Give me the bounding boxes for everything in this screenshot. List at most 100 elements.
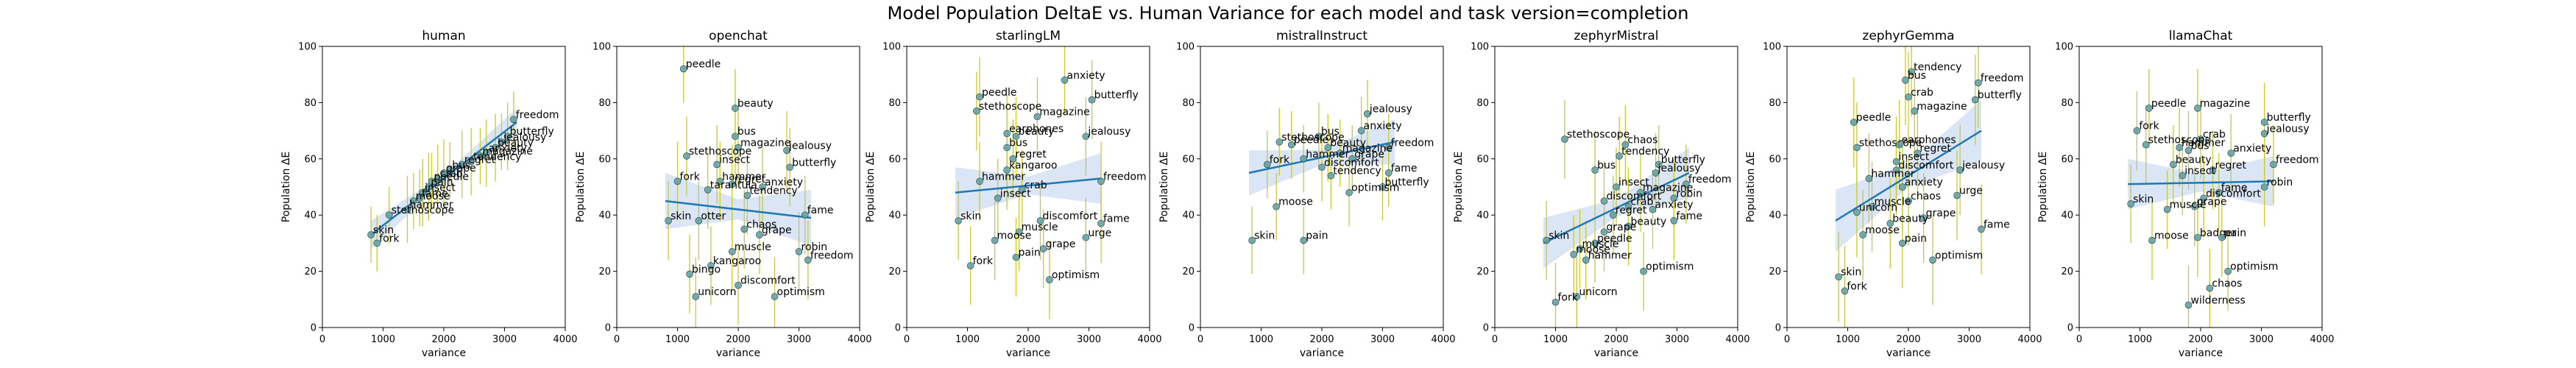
point-label: chaos [746, 219, 776, 230]
point-label: anxiety [489, 143, 527, 155]
y-tick-label: 100 [298, 42, 316, 53]
data-point-moose [1859, 231, 1866, 238]
point-label: moose [1278, 197, 1313, 208]
data-point-fork [1841, 287, 1849, 295]
point-label: pain [2224, 227, 2246, 239]
data-point-anxiety [1357, 127, 1365, 135]
x-axis-label: variance [1594, 347, 1638, 359]
x-tick-label: 2000 [1016, 334, 1040, 345]
data-point-moose [1570, 250, 1578, 258]
point-label: moose [1865, 224, 1900, 236]
point-label: magazine [1342, 143, 1393, 155]
point-label: bingo [692, 263, 721, 275]
data-point-fork [1551, 298, 1560, 306]
data-point-grape [440, 169, 447, 177]
point-label: fork [1847, 280, 1867, 292]
data-point-tendency [743, 191, 751, 199]
panel-title: zephyrMistral [1574, 29, 1658, 43]
data-point-crab [1018, 186, 1026, 194]
data-point-beauty [732, 105, 739, 112]
point-label: anxiety [765, 177, 803, 188]
y-axis-label: Population ΔE [1745, 152, 1757, 222]
data-point-stethoscope [683, 152, 690, 160]
x-tick-label: 0 [2076, 334, 2082, 345]
data-point-chaos [740, 225, 749, 233]
point-label: peedle [1597, 233, 1632, 244]
data-point-robin [1670, 194, 1678, 202]
point-label: kangaroo [713, 255, 761, 267]
data-point-stethoscope [2142, 141, 2150, 149]
data-point-tendency [467, 158, 475, 166]
data-point-beauty [492, 144, 499, 152]
point-label: stethoscope [2148, 135, 2211, 146]
data-point-stethoscope [1275, 138, 1284, 146]
point-label: fork [1270, 154, 1290, 166]
y-axis-label: Population ΔE [1158, 152, 1170, 222]
x-tick-label: 3000 [2249, 334, 2274, 345]
point-label: earphones [1009, 123, 1064, 135]
point-label: magazine [483, 146, 533, 158]
data-point-fame [416, 194, 423, 202]
data-point-pain [425, 183, 433, 191]
data-point-grape [1600, 228, 1608, 236]
data-point-insect [2179, 171, 2187, 180]
point-label: discomfort [740, 275, 796, 287]
data-point-stethoscope [973, 107, 980, 115]
panels: humanfreedombutterflyjealousybeautyanxie… [280, 29, 2335, 359]
point-label: tendency [749, 185, 797, 197]
x-tick-label: 2000 [1604, 334, 1628, 345]
data-point-anxiety [482, 149, 490, 157]
point-label: urge [1088, 227, 1111, 239]
point-label: moose [1576, 244, 1610, 256]
data-point-peedle [976, 93, 983, 101]
data-point-freedom [510, 116, 517, 124]
data-point-jealousy [1956, 166, 1964, 174]
point-label: magazine [1917, 101, 1967, 113]
point-label: discomfort [1899, 160, 1954, 171]
point-label: discomfort [2206, 188, 2261, 199]
y-tick-label: 80 [598, 98, 611, 109]
x-tick-label: 2000 [431, 334, 456, 345]
y-tick-label: 60 [598, 154, 611, 165]
data-point-peedle [679, 65, 687, 73]
point-label: optimism [777, 286, 825, 298]
data-point-grape [756, 231, 763, 238]
data-point-freedom [1097, 177, 1105, 185]
panel-mistralInstruct: mistralInstruct jealousy bus anxiety stethos… [1158, 29, 1456, 359]
data-point-freedom [1384, 144, 1393, 152]
point-label: regret [464, 154, 496, 166]
data-point-unicorn [1853, 208, 1861, 216]
data-point-jealousy [1652, 169, 1660, 177]
point-label: crab [440, 169, 463, 180]
y-tick-label: 80 [1769, 98, 1781, 109]
point-label: freedom [1103, 171, 1147, 183]
panel-title: zephyrGemma [1862, 29, 1954, 43]
data-point-robin [2260, 183, 2268, 191]
data-point-skin [2127, 200, 2134, 208]
x-tick-label: 4000 [553, 334, 577, 345]
point-label: jealousy [2266, 123, 2310, 135]
point-label: bus [2191, 140, 2209, 152]
data-point-insect [713, 160, 721, 169]
data-point-muscle [1576, 245, 1584, 252]
point-label: pain [1019, 247, 1041, 259]
point-label: regret [1616, 205, 1647, 216]
data-point-regret [1610, 211, 1617, 219]
data-point-optimism [1929, 256, 1936, 264]
point-label: stethoscope [1281, 132, 1344, 144]
point-label: robin [1676, 188, 1702, 199]
point-label: moose [416, 191, 450, 202]
x-tick-label: 4000 [1431, 334, 1455, 345]
point-label: butterfly [1978, 90, 2022, 102]
data-point-bus [1315, 132, 1323, 141]
point-label: freedom [1981, 73, 2024, 85]
point-label: unicorn [1859, 202, 1897, 213]
y-tick-label: 40 [598, 210, 611, 222]
point-label: butterfly [510, 126, 554, 138]
point-label: discomfort [1043, 210, 1098, 222]
point-label: skin [1549, 230, 1569, 242]
data-point-moose [991, 236, 999, 244]
point-label: hammer [1588, 250, 1632, 261]
point-label: jealousy [1961, 160, 2005, 171]
